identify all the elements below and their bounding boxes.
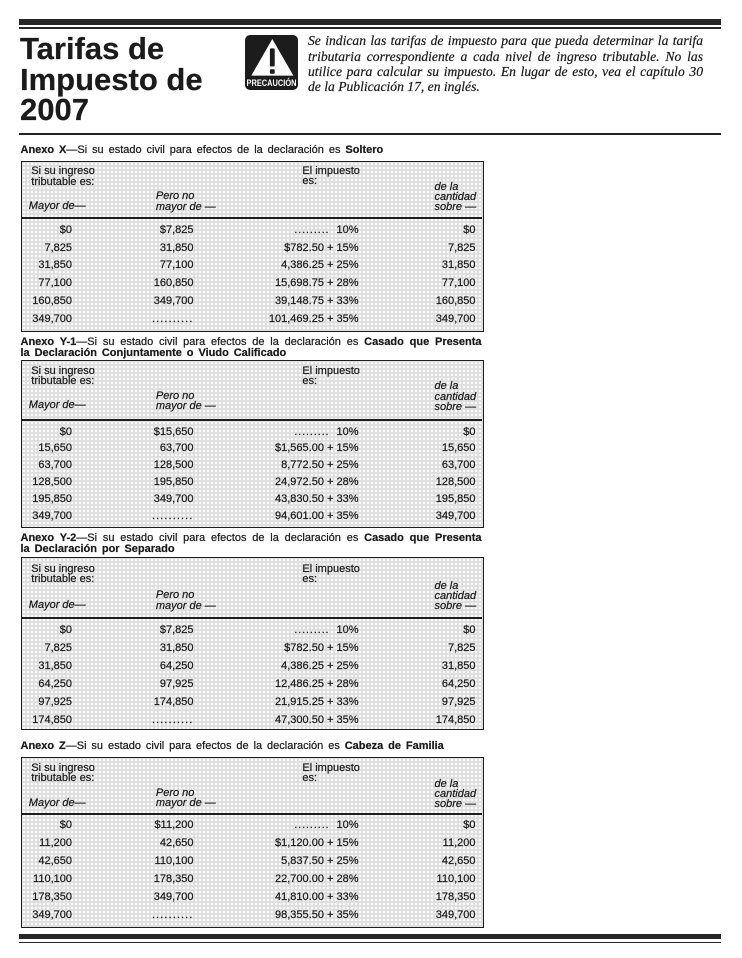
svg-text:PRECAUCIÓN: PRECAUCIÓN [247, 77, 297, 88]
